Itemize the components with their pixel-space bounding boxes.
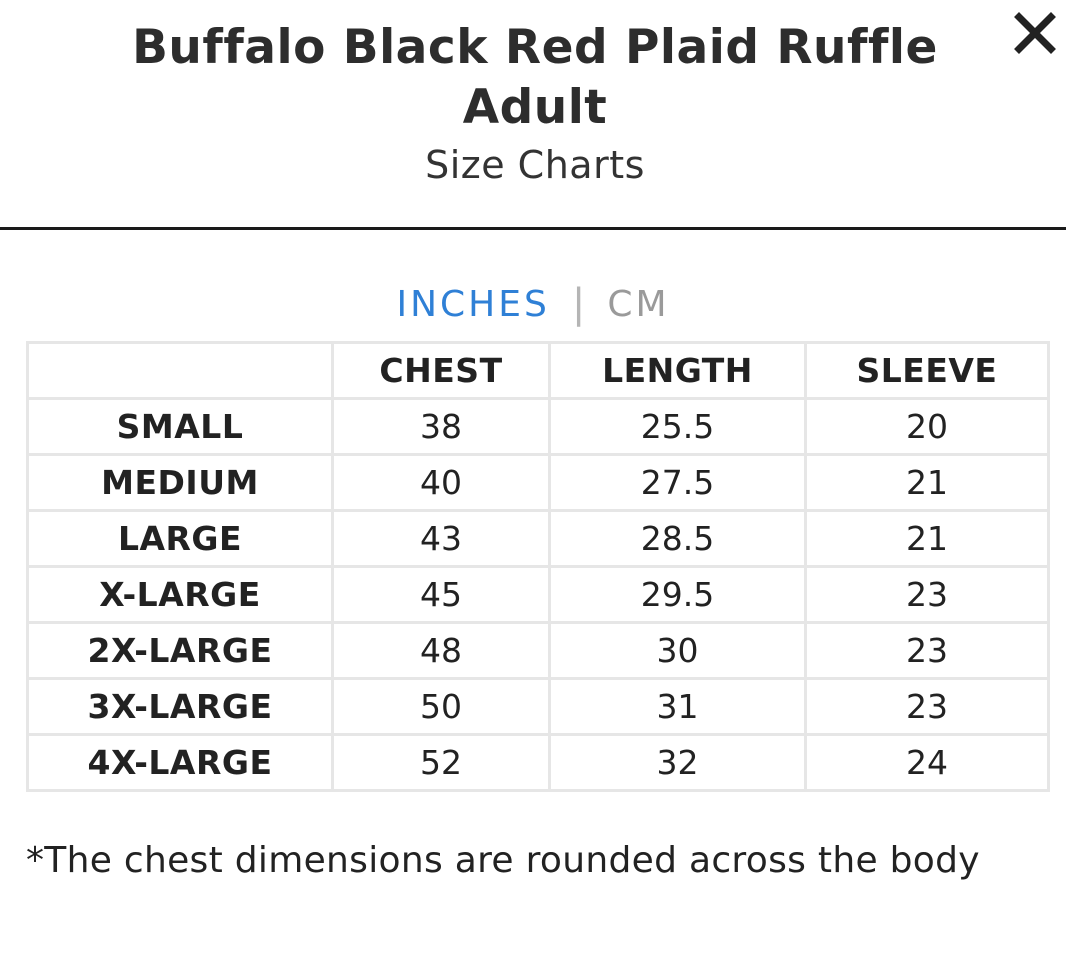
chest-cell: 48 — [331, 621, 551, 680]
sleeve-cell: 21 — [804, 509, 1050, 568]
length-cell: 32 — [548, 733, 807, 792]
length-cell: 31 — [548, 677, 807, 736]
unit-separator: | — [571, 281, 586, 327]
modal-header: Buffalo Black Red Plaid Ruffle Adult Siz… — [0, 0, 1066, 230]
size-label-cell: SMALL — [26, 397, 334, 456]
page-title: Buffalo Black Red Plaid Ruffle Adult — [132, 20, 938, 135]
unit-cm-tab[interactable]: CM — [607, 283, 670, 325]
header-cell-sleeve: SLEEVE — [804, 341, 1050, 400]
header-cell-size — [26, 341, 334, 400]
sleeve-cell: 23 — [804, 621, 1050, 680]
sleeve-cell: 24 — [804, 733, 1050, 792]
chest-cell: 38 — [331, 397, 551, 456]
sleeve-cell: 20 — [804, 397, 1050, 456]
sleeve-cell: 23 — [804, 565, 1050, 624]
header-cell-chest: CHEST — [331, 341, 551, 400]
header-divider — [0, 227, 1066, 230]
size-label-cell: 2X-LARGE — [26, 621, 334, 680]
chest-dimension-note: *The chest dimensions are rounded across… — [26, 840, 980, 881]
size-label-cell: 3X-LARGE — [26, 677, 334, 736]
unit-toggle: INCHES | CM — [0, 280, 1066, 328]
close-button[interactable] — [1010, 8, 1060, 58]
sleeve-cell: 23 — [804, 677, 1050, 736]
size-label-cell: 4X-LARGE — [26, 733, 334, 792]
sleeve-cell: 21 — [804, 453, 1050, 512]
length-cell: 28.5 — [548, 509, 807, 568]
table-row: X-LARGE 45 29.5 23 — [26, 565, 1050, 624]
size-label-cell: LARGE — [26, 509, 334, 568]
chest-cell: 43 — [331, 509, 551, 568]
size-label-cell: X-LARGE — [26, 565, 334, 624]
chest-cell: 40 — [331, 453, 551, 512]
size-chart-table: CHEST LENGTH SLEEVE SMALL 38 25.5 20 MED… — [26, 341, 1050, 792]
length-cell: 30 — [548, 621, 807, 680]
table-row: MEDIUM 40 27.5 21 — [26, 453, 1050, 512]
table-row: SMALL 38 25.5 20 — [26, 397, 1050, 456]
chest-cell: 50 — [331, 677, 551, 736]
size-label-cell: MEDIUM — [26, 453, 334, 512]
page-subtitle: Size Charts — [425, 143, 645, 187]
header-cell-length: LENGTH — [548, 341, 807, 400]
length-cell: 29.5 — [548, 565, 807, 624]
chest-cell: 52 — [331, 733, 551, 792]
length-cell: 27.5 — [548, 453, 807, 512]
close-icon[interactable] — [1013, 11, 1057, 55]
chest-cell: 45 — [331, 565, 551, 624]
table-row: LARGE 43 28.5 21 — [26, 509, 1050, 568]
table-row: 2X-LARGE 48 30 23 — [26, 621, 1050, 680]
unit-inches-tab[interactable]: INCHES — [396, 283, 550, 325]
table-row: 3X-LARGE 50 31 23 — [26, 677, 1050, 736]
length-cell: 25.5 — [548, 397, 807, 456]
table-row: 4X-LARGE 52 32 24 — [26, 733, 1050, 792]
table-header-row: CHEST LENGTH SLEEVE — [26, 341, 1050, 400]
